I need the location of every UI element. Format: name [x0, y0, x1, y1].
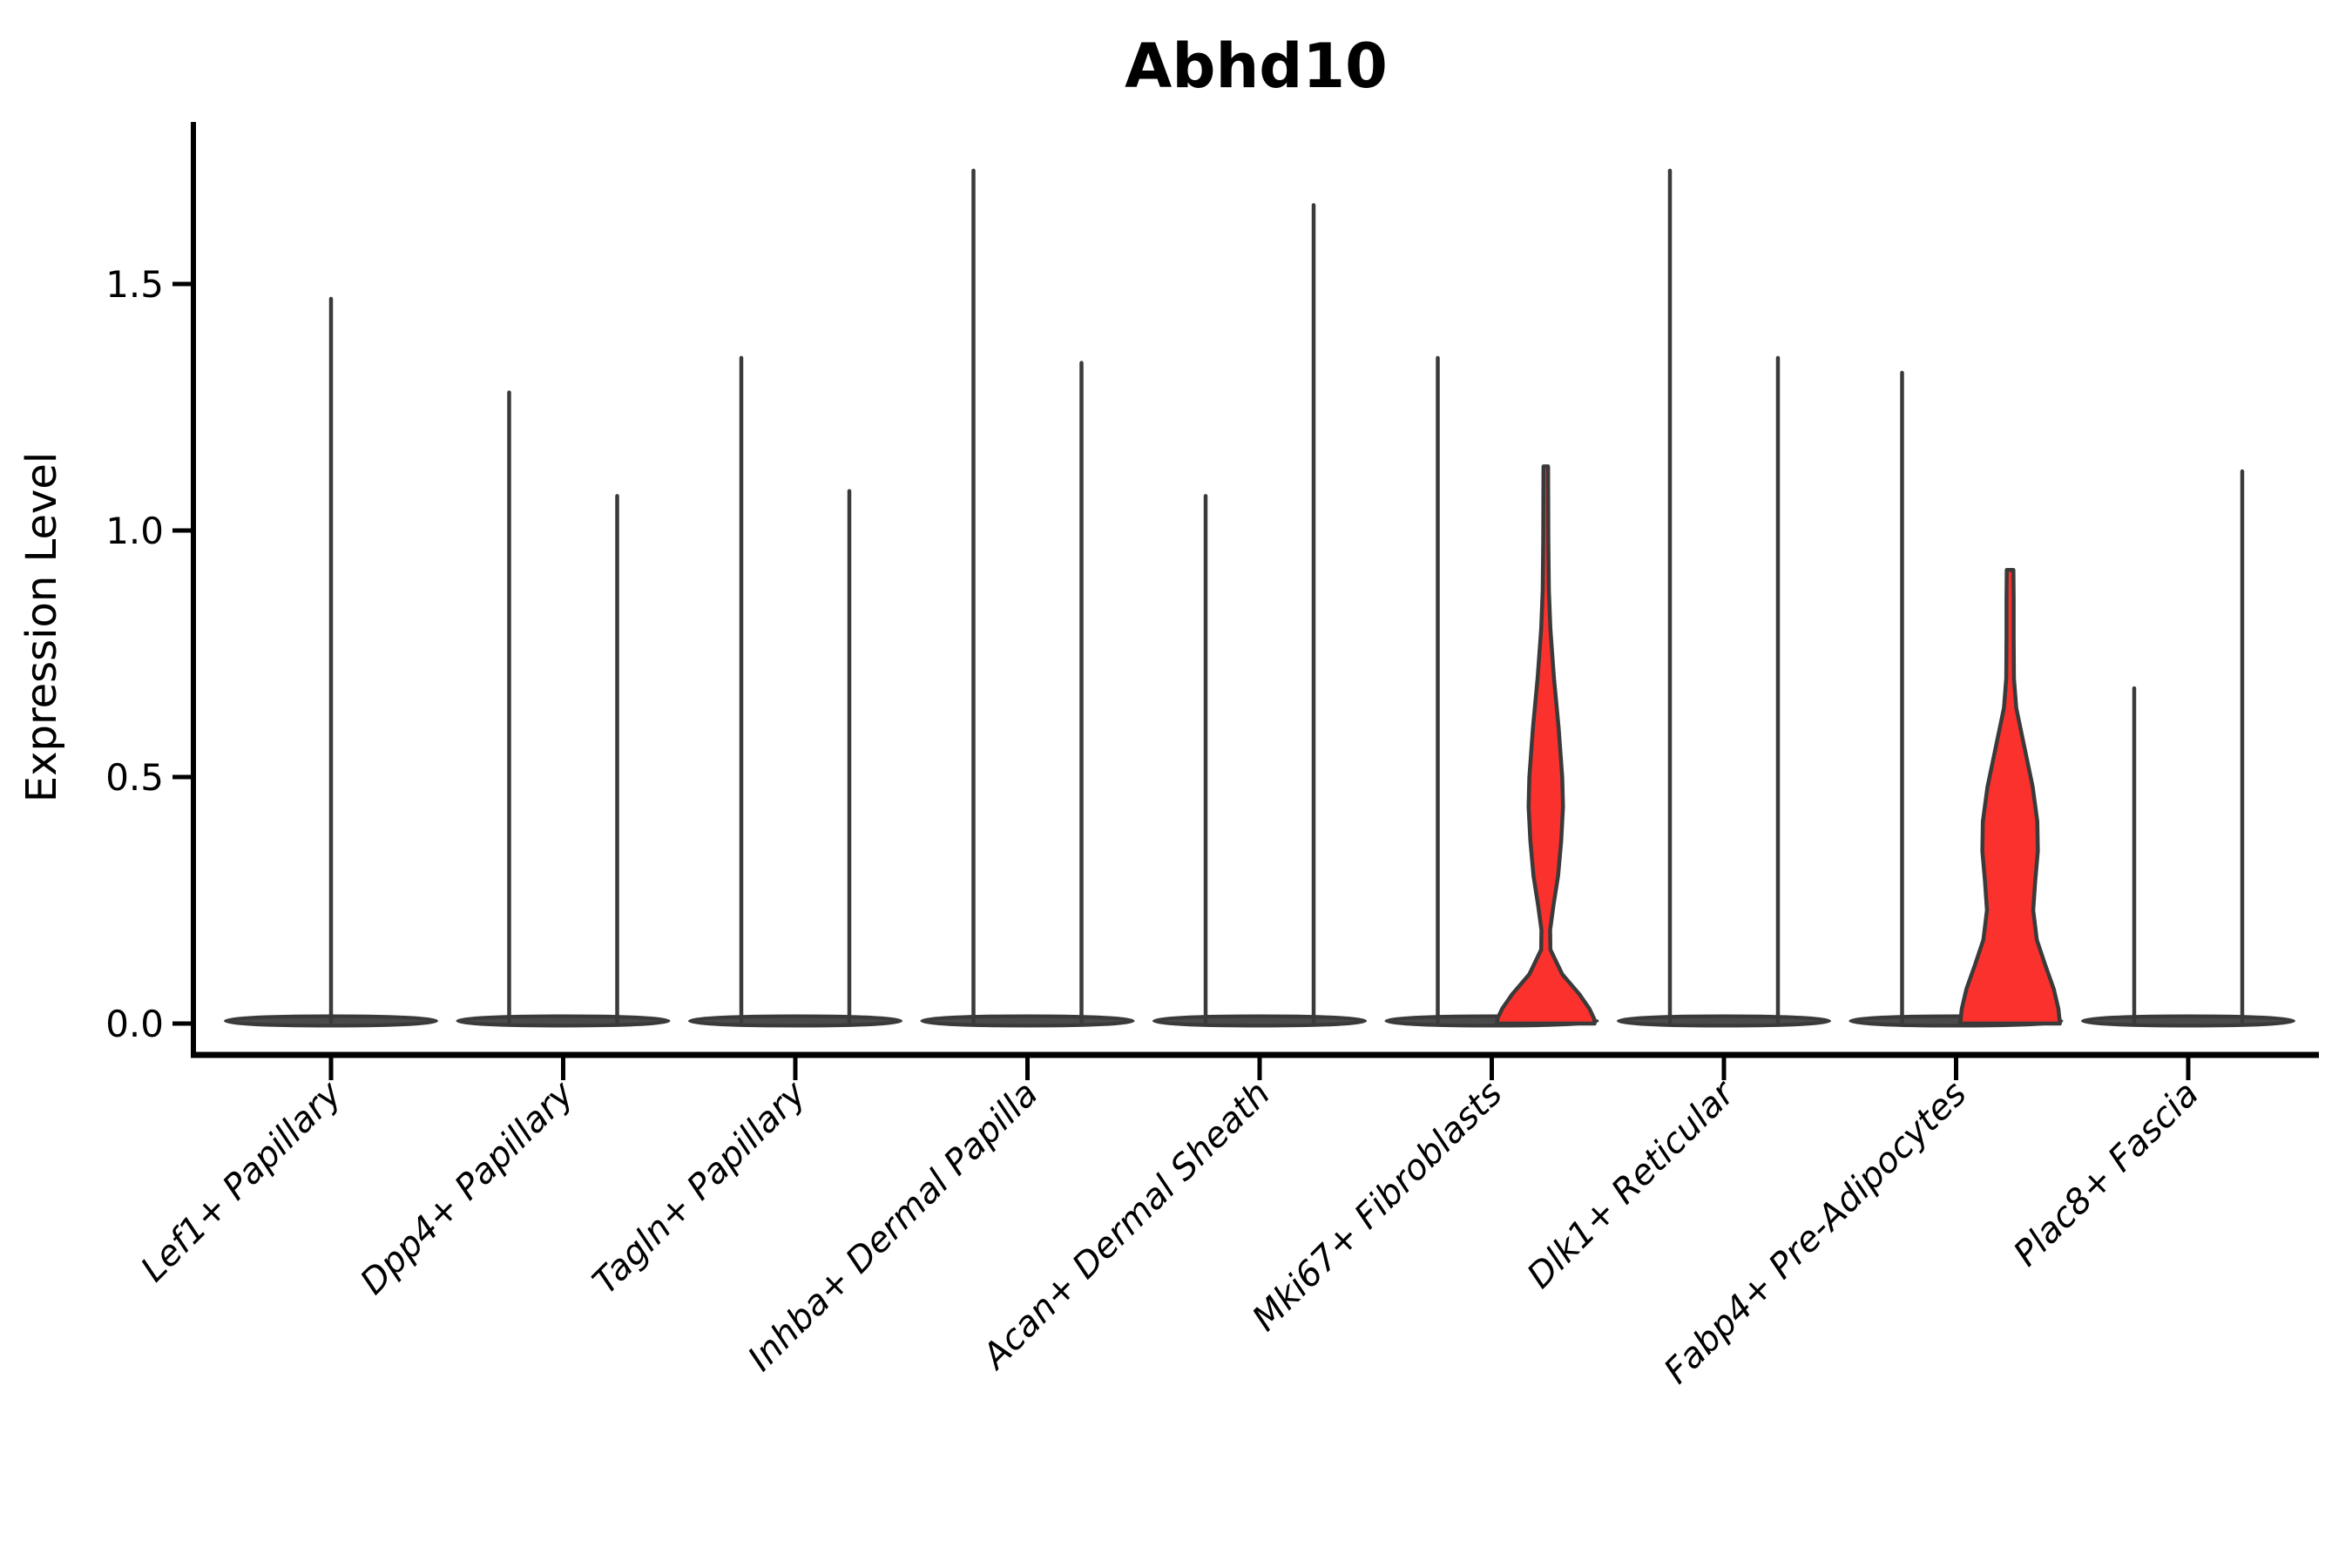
y-axis-label: Expression Level: [17, 452, 66, 803]
y-tick-label: 1.0: [105, 510, 164, 552]
violin-base-disc: [1152, 1014, 1367, 1028]
x-tick-label: Lef1+ Papillary: [133, 1073, 350, 1290]
violins-layer: [224, 168, 2295, 1028]
violin-base-disc: [1617, 1014, 1831, 1028]
x-tick-label: Plac8+ Fascia: [2006, 1074, 2207, 1274]
violin-body-highlighted: [1958, 568, 2062, 1026]
violin-base-disc: [920, 1014, 1135, 1028]
violin-base-disc: [688, 1014, 902, 1028]
violin-base-disc: [456, 1014, 671, 1028]
tick-labels-layer: 0.0 0.5 1.0 1.5 Lef1+ Papillary Dpp4+ Papilla…: [105, 263, 2207, 1391]
violin-body-highlighted: [1495, 464, 1597, 1026]
x-tick-label-group: Plac8+ Fascia: [2006, 1074, 2207, 1274]
y-tick-label: 1.5: [105, 263, 164, 306]
x-tick-label-group: Dpp4+ Papillary: [353, 1073, 582, 1302]
y-tick-label: 0.0: [105, 1003, 164, 1045]
x-tick-label-group: Dlk1+ Reticular: [1520, 1072, 1744, 1296]
chart-title: Abhd10: [1125, 30, 1388, 102]
x-tick-label-group: Lef1+ Papillary: [133, 1073, 350, 1290]
x-tick-label: Tagln+ Papillary: [585, 1073, 814, 1302]
y-tick-label: 0.5: [105, 756, 164, 799]
axes-layer: [172, 122, 2319, 1080]
x-tick-label: Dpp4+ Papillary: [353, 1073, 582, 1302]
x-tick-label-group: Tagln+ Papillary: [585, 1073, 814, 1302]
x-tick-label-group: Mki67+ Fibroblasts: [1245, 1074, 1511, 1340]
x-tick-label: Dlk1+ Reticular: [1520, 1072, 1744, 1296]
violin-base-disc: [2081, 1014, 2295, 1028]
x-tick-label: Mki67+ Fibroblasts: [1245, 1074, 1511, 1340]
